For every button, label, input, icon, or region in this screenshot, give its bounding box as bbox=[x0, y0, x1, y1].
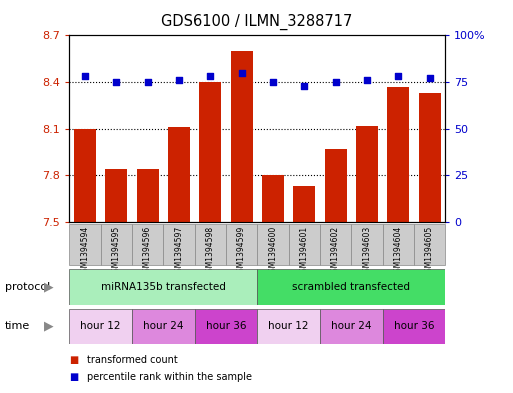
Bar bbox=[257, 309, 320, 344]
Bar bbox=[351, 224, 383, 265]
Text: hour 36: hour 36 bbox=[206, 321, 246, 331]
Text: ■: ■ bbox=[69, 372, 78, 382]
Text: ▶: ▶ bbox=[44, 320, 53, 333]
Bar bbox=[194, 309, 257, 344]
Bar bbox=[69, 309, 132, 344]
Text: GSM1394603: GSM1394603 bbox=[363, 226, 371, 277]
Text: GSM1394605: GSM1394605 bbox=[425, 226, 434, 277]
Bar bbox=[132, 224, 163, 265]
Text: ▶: ▶ bbox=[44, 280, 53, 294]
Bar bbox=[74, 129, 96, 222]
Bar bbox=[387, 87, 409, 222]
Text: hour 36: hour 36 bbox=[393, 321, 434, 331]
Text: hour 12: hour 12 bbox=[81, 321, 121, 331]
Bar bbox=[320, 309, 383, 344]
Point bbox=[81, 73, 89, 79]
Bar bbox=[383, 224, 414, 265]
Bar bbox=[163, 224, 194, 265]
Bar bbox=[69, 269, 257, 305]
Point bbox=[300, 83, 308, 89]
Point bbox=[394, 73, 402, 79]
Bar bbox=[320, 224, 351, 265]
Bar bbox=[257, 269, 445, 305]
Text: hour 24: hour 24 bbox=[143, 321, 184, 331]
Text: scrambled transfected: scrambled transfected bbox=[292, 282, 410, 292]
Text: GSM1394597: GSM1394597 bbox=[174, 226, 184, 277]
Text: GSM1394599: GSM1394599 bbox=[237, 226, 246, 277]
Bar bbox=[168, 127, 190, 222]
Bar bbox=[293, 186, 315, 222]
Bar bbox=[132, 309, 194, 344]
Text: GSM1394601: GSM1394601 bbox=[300, 226, 309, 277]
Text: GSM1394598: GSM1394598 bbox=[206, 226, 215, 277]
Text: percentile rank within the sample: percentile rank within the sample bbox=[87, 372, 252, 382]
Bar bbox=[257, 224, 289, 265]
Point bbox=[269, 79, 277, 85]
Text: ■: ■ bbox=[69, 354, 78, 365]
Text: GDS6100 / ILMN_3288717: GDS6100 / ILMN_3288717 bbox=[161, 14, 352, 30]
Text: GSM1394600: GSM1394600 bbox=[268, 226, 278, 277]
Text: time: time bbox=[5, 321, 30, 331]
Text: GSM1394595: GSM1394595 bbox=[112, 226, 121, 277]
Point bbox=[238, 70, 246, 76]
Point bbox=[175, 77, 183, 83]
Bar bbox=[414, 224, 445, 265]
Bar bbox=[325, 149, 347, 222]
Point bbox=[112, 79, 121, 85]
Text: hour 12: hour 12 bbox=[268, 321, 309, 331]
Bar bbox=[289, 224, 320, 265]
Bar bbox=[383, 309, 445, 344]
Point bbox=[331, 79, 340, 85]
Bar bbox=[262, 175, 284, 222]
Bar bbox=[231, 51, 252, 222]
Bar bbox=[226, 224, 257, 265]
Point bbox=[363, 77, 371, 83]
Text: protocol: protocol bbox=[5, 282, 50, 292]
Bar bbox=[199, 82, 221, 222]
Point bbox=[206, 73, 214, 79]
Text: GSM1394602: GSM1394602 bbox=[331, 226, 340, 277]
Text: GSM1394594: GSM1394594 bbox=[81, 226, 89, 277]
Text: GSM1394596: GSM1394596 bbox=[143, 226, 152, 277]
Point bbox=[144, 79, 152, 85]
Text: hour 24: hour 24 bbox=[331, 321, 371, 331]
Bar bbox=[419, 93, 441, 222]
Bar bbox=[101, 224, 132, 265]
Bar bbox=[356, 126, 378, 222]
Bar bbox=[194, 224, 226, 265]
Point bbox=[425, 75, 433, 81]
Text: GSM1394604: GSM1394604 bbox=[394, 226, 403, 277]
Bar bbox=[69, 224, 101, 265]
Text: miRNA135b transfected: miRNA135b transfected bbox=[101, 282, 226, 292]
Bar bbox=[105, 169, 127, 222]
Text: transformed count: transformed count bbox=[87, 354, 178, 365]
Bar bbox=[136, 169, 159, 222]
